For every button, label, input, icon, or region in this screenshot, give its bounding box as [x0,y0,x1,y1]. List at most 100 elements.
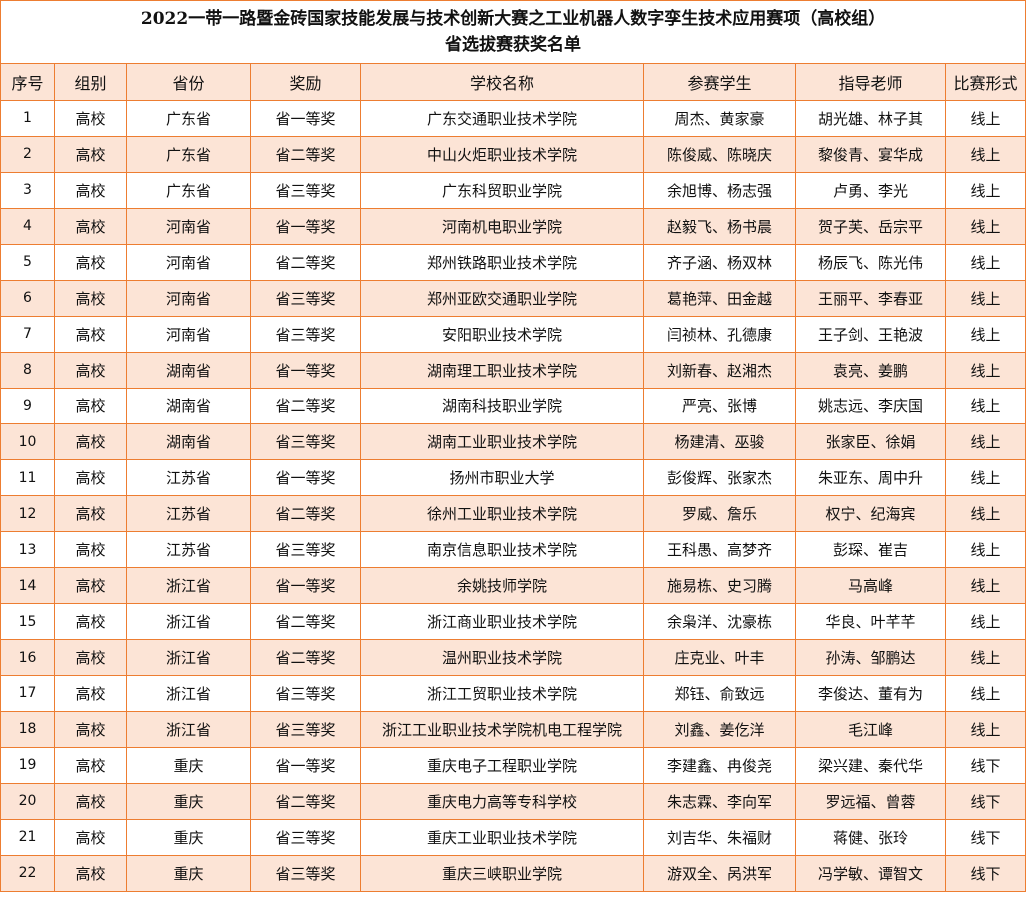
col-header-advisors: 指导老师 [795,63,946,101]
group-cell: 高校 [54,782,127,820]
index-cell: 3 [0,171,55,209]
group-cell: 高校 [54,243,127,281]
format-cell: 线上 [944,495,1026,533]
title-line-1: 2022一带一路暨金砖国家技能发展与技术创新大赛之工业机器人数字孪生技术应用赛项… [140,9,886,29]
advisors-cell: 袁亮、姜鹏 [795,351,946,389]
group-cell: 高校 [54,207,127,245]
index-cell: 4 [0,207,55,245]
students-cell: 周杰、黄家豪 [643,100,796,137]
province-cell: 广东省 [126,135,251,173]
advisors-cell: 王子剑、王艳波 [795,315,946,353]
award-cell: 省三等奖 [250,818,361,856]
group-cell: 高校 [54,100,127,137]
students-cell: 杨建清、巫骏 [643,423,796,461]
award-cell: 省三等奖 [250,171,361,209]
province-cell: 湖南省 [126,423,251,461]
table-row: 2 高校 广东省 省二等奖 中山火炬职业技术学院 陈俊威、陈晓庆 黎俊青、宴华成 线上 [0,135,1026,173]
advisors-cell: 杨辰飞、陈光伟 [795,243,946,281]
table-row: 7 高校 河南省 省三等奖 安阳职业技术学院 闫祯林、孔德康 王子剑、王艳波 线上 [0,315,1026,353]
advisors-cell: 贺子芙、岳宗平 [795,207,946,245]
award-cell: 省二等奖 [250,243,361,281]
table-row: 15 高校 浙江省 省二等奖 浙江商业职业技术学院 余枭洋、沈豪栋 华良、叶芊芊 线上 [0,603,1026,641]
province-cell: 湖南省 [126,351,251,389]
province-cell: 浙江省 [126,639,251,676]
province-cell: 河南省 [126,279,251,317]
advisors-cell: 毛江峰 [795,710,946,748]
advisors-cell: 罗远福、曾蓉 [795,782,946,820]
table-row: 10 高校 湖南省 省三等奖 湖南工业职业技术学院 杨建清、巫骏 张家臣、徐娟 线上 [0,423,1026,461]
province-cell: 河南省 [126,207,251,245]
school-cell: 扬州市职业大学 [360,459,644,497]
index-cell: 6 [0,279,55,317]
format-cell: 线下 [944,854,1026,892]
school-cell: 广东科贸职业学院 [360,171,644,209]
format-cell: 线上 [944,171,1026,209]
index-cell: 19 [0,746,55,784]
index-cell: 16 [0,639,55,676]
format-cell: 线上 [944,207,1026,245]
students-cell: 王科愚、高梦齐 [643,531,796,569]
col-header-award: 奖励 [250,63,361,101]
school-cell: 南京信息职业技术学院 [360,531,644,569]
advisors-cell: 华良、叶芊芊 [795,603,946,641]
index-cell: 20 [0,782,55,820]
school-cell: 温州职业技术学院 [360,639,644,676]
students-cell: 赵毅飞、杨书晨 [643,207,796,245]
award-cell: 省二等奖 [250,639,361,676]
students-cell: 闫祯林、孔德康 [643,315,796,353]
advisors-cell: 姚志远、李庆国 [795,387,946,425]
school-cell: 湖南理工职业技术学院 [360,351,644,389]
advisors-cell: 梁兴建、秦代华 [795,746,946,784]
school-cell: 湖南工业职业技术学院 [360,423,644,461]
award-cell: 省三等奖 [250,279,361,317]
advisors-cell: 蒋健、张玲 [795,818,946,856]
table-row: 22 高校 重庆 省三等奖 重庆三峡职业学院 游双全、呙洪军 冯学敏、谭智文 线下 [0,854,1026,892]
province-cell: 浙江省 [126,675,251,712]
table-row: 12 高校 江苏省 省二等奖 徐州工业职业技术学院 罗威、詹乐 权宁、纪海宾 线上 [0,495,1026,533]
students-cell: 彭俊辉、张家杰 [643,459,796,497]
group-cell: 高校 [54,495,127,533]
index-cell: 11 [0,459,55,497]
table-row: 9 高校 湖南省 省二等奖 湖南科技职业学院 严亮、张博 姚志远、李庆国 线上 [0,387,1026,425]
school-cell: 安阳职业技术学院 [360,315,644,353]
students-cell: 游双全、呙洪军 [643,854,796,892]
school-cell: 河南机电职业学院 [360,207,644,245]
group-cell: 高校 [54,279,127,317]
students-cell: 陈俊威、陈晓庆 [643,135,796,173]
index-cell: 12 [0,495,55,533]
table-row: 20 高校 重庆 省二等奖 重庆电力高等专科学校 朱志霖、李向军 罗远福、曾蓉 线下 [0,782,1026,820]
award-cell: 省一等奖 [250,100,361,137]
format-cell: 线上 [944,387,1026,425]
group-cell: 高校 [54,531,127,569]
table-row: 8 高校 湖南省 省一等奖 湖南理工职业技术学院 刘新春、赵湘杰 袁亮、姜鹏 线上 [0,351,1026,389]
advisors-cell: 黎俊青、宴华成 [795,135,946,173]
award-cell: 省三等奖 [250,675,361,712]
format-cell: 线下 [944,746,1026,784]
school-cell: 重庆电力高等专科学校 [360,782,644,820]
format-cell: 线上 [944,567,1026,605]
format-cell: 线上 [944,459,1026,497]
col-header-students: 参赛学生 [643,63,796,101]
group-cell: 高校 [54,818,127,856]
format-cell: 线上 [944,603,1026,641]
format-cell: 线上 [944,531,1026,569]
school-cell: 重庆电子工程职业学院 [360,746,644,784]
index-cell: 18 [0,710,55,748]
province-cell: 重庆 [126,818,251,856]
table-row: 17 高校 浙江省 省三等奖 浙江工贸职业技术学院 郑钰、俞致远 李俊达、董有为 线上 [0,675,1026,712]
format-cell: 线上 [944,639,1026,676]
col-header-group: 组别 [54,63,127,101]
award-cell: 省二等奖 [250,495,361,533]
advisors-cell: 李俊达、董有为 [795,675,946,712]
format-cell: 线上 [944,315,1026,353]
award-cell: 省二等奖 [250,782,361,820]
index-cell: 5 [0,243,55,281]
index-cell: 21 [0,818,55,856]
province-cell: 河南省 [126,243,251,281]
award-cell: 省三等奖 [250,531,361,569]
table-row: 13 高校 江苏省 省三等奖 南京信息职业技术学院 王科愚、高梦齐 彭琛、崔吉 线上 [0,531,1026,569]
school-cell: 徐州工业职业技术学院 [360,495,644,533]
header-row: 序号 组别 省份 奖励 学校名称 参赛学生 指导老师 比赛形式 [0,63,1026,101]
table-row: 16 高校 浙江省 省二等奖 温州职业技术学院 庄克业、叶丰 孙涛、邹鹏达 线上 [0,639,1026,676]
students-cell: 刘吉华、朱福财 [643,818,796,856]
